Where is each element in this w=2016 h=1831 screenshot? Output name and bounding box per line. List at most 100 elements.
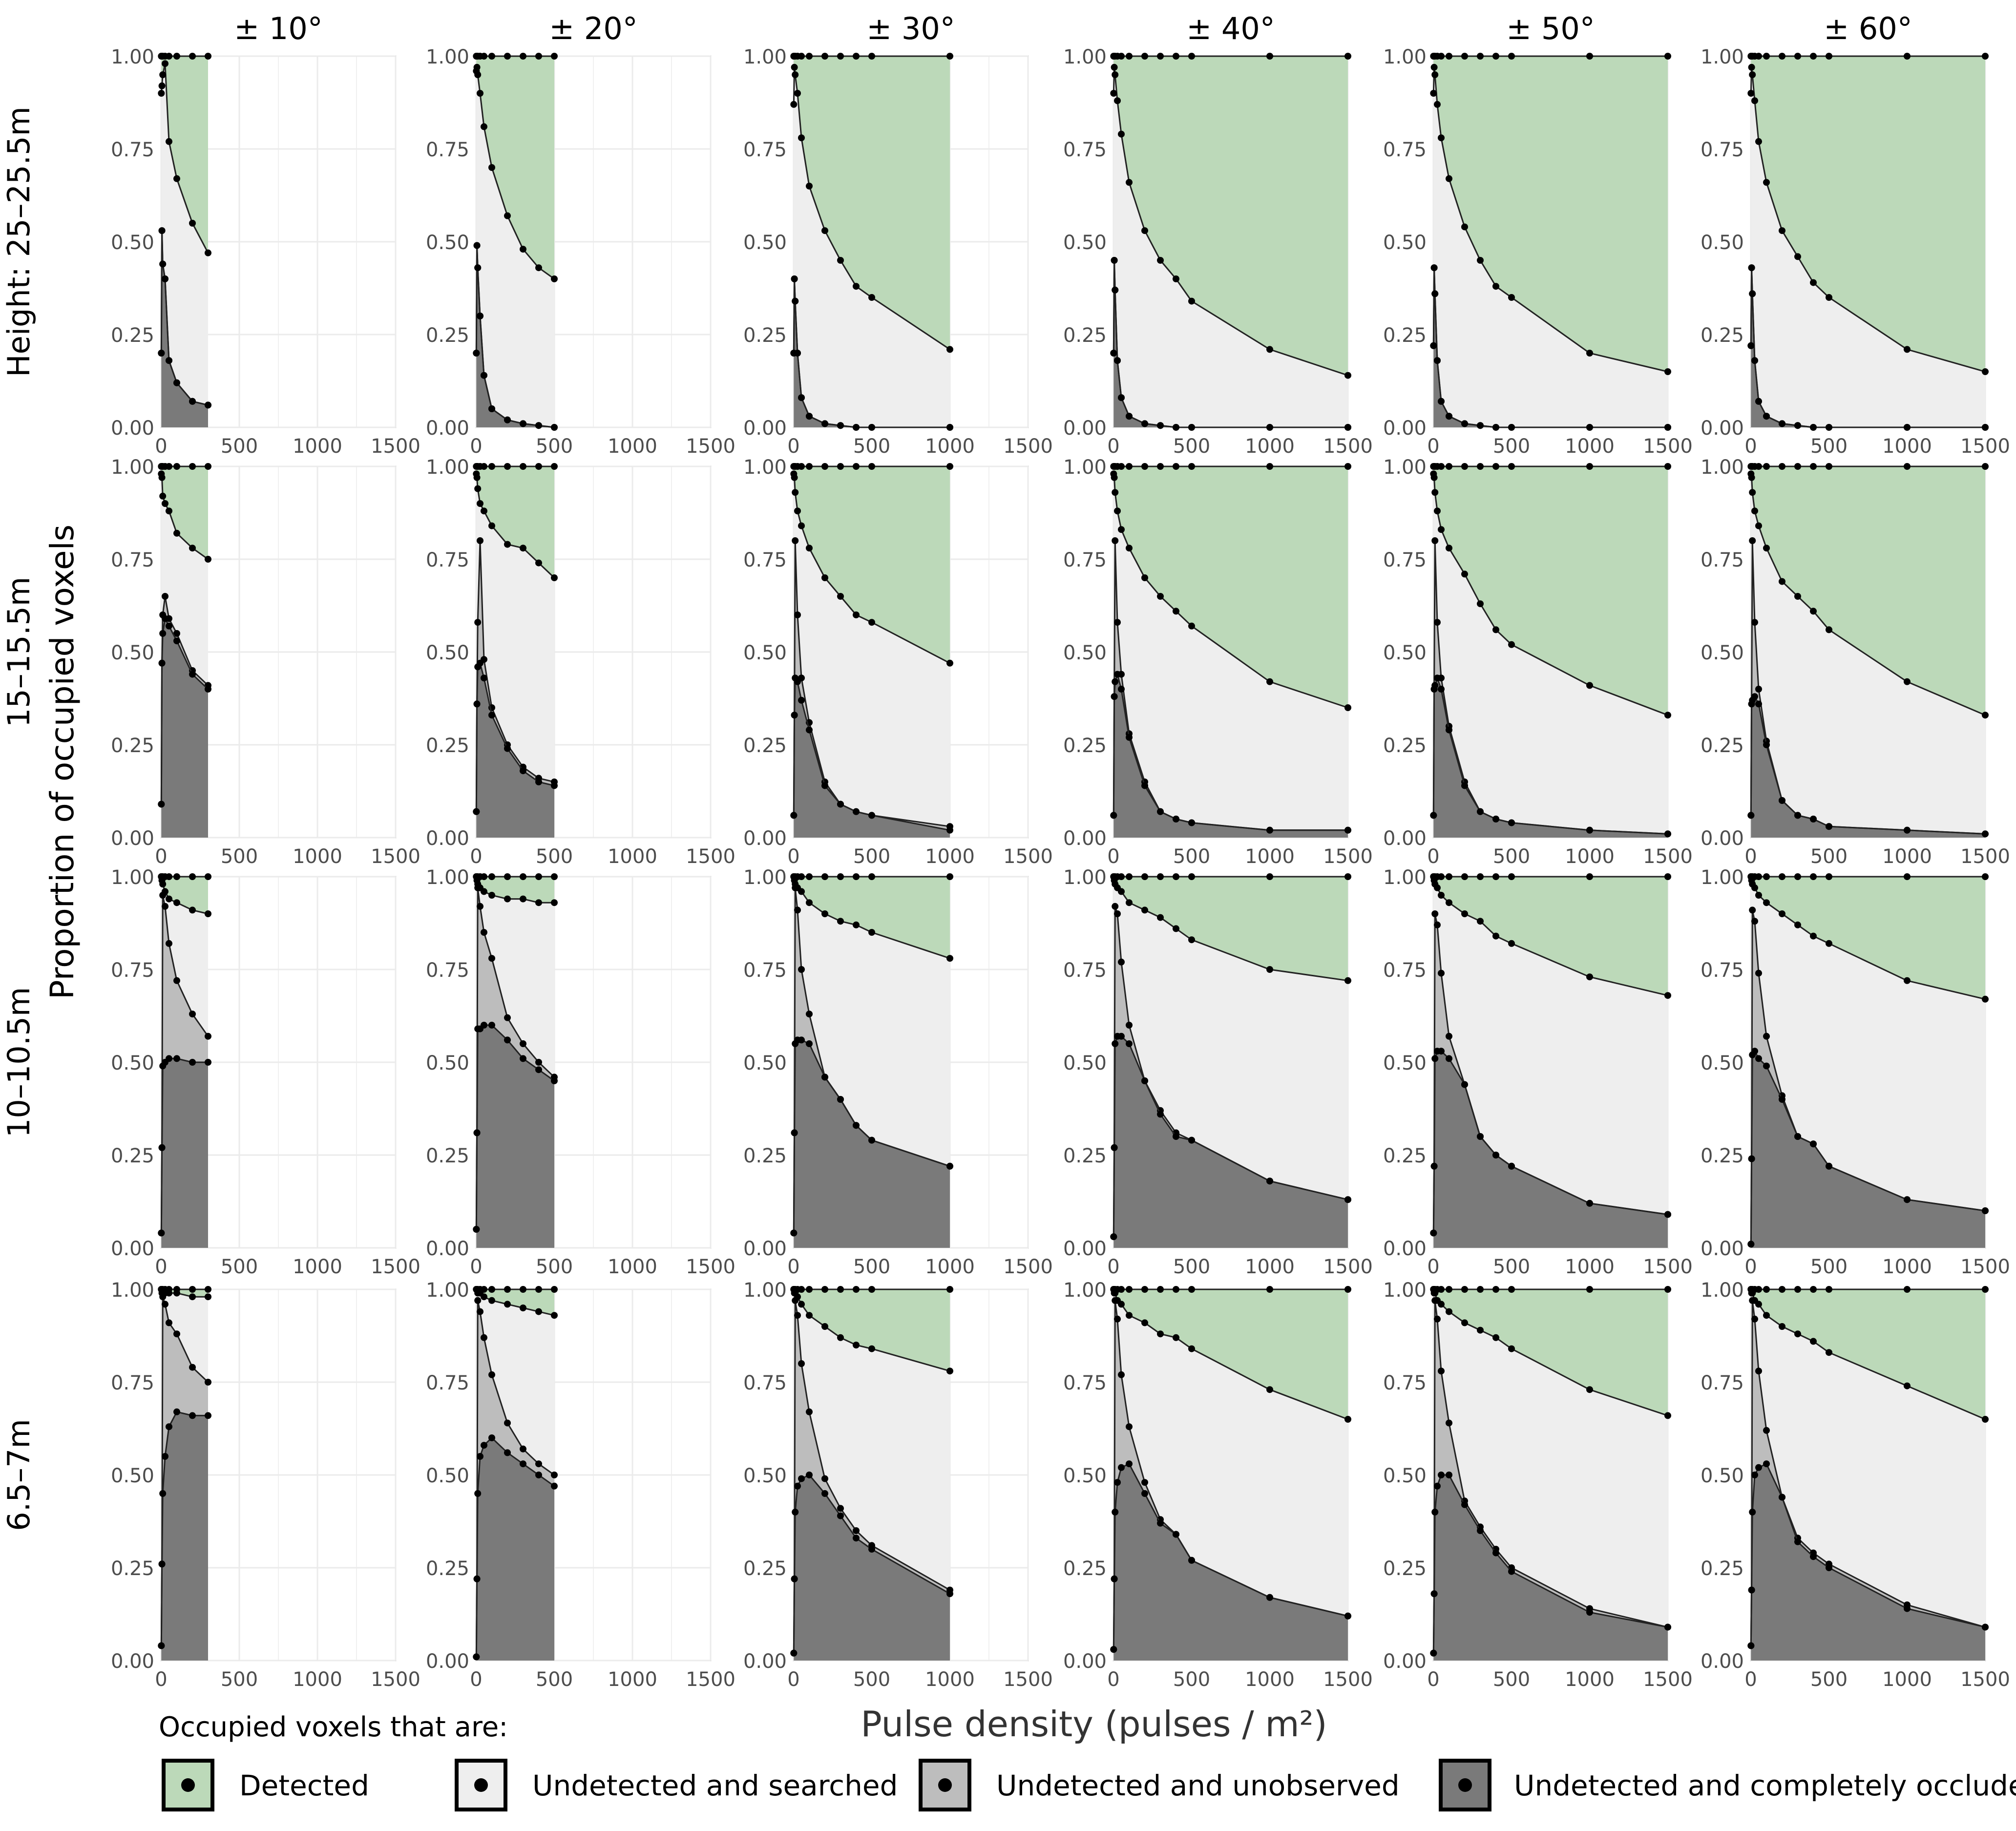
area-undetected-searched [1113,1289,1348,1650]
series-total-point [1438,53,1445,60]
series-occluded-boundary-point [205,1412,211,1419]
series-occluded-boundary-point [1755,700,1762,708]
series-occluded-boundary-point [504,1036,511,1044]
series-occluded-boundary-point [1755,1464,1762,1471]
x-tick-label: 1000 [608,1668,657,1691]
series-total-point [1904,53,1911,60]
series-searched-boundary-point [794,611,801,618]
x-tick-label: 1500 [1323,435,1373,458]
series-occluded-boundary-point [1747,342,1755,349]
series-detected-boundary-point [791,63,798,71]
series-detected-boundary-point [488,1297,495,1304]
area-undetected-searched [476,1289,554,1657]
series-occluded-boundary-point [158,800,165,808]
y-tick-label: 0.25 [111,324,154,347]
series-total-point [1508,873,1515,880]
series-occluded-boundary-point [535,1472,542,1478]
series-detected-boundary-point [159,881,167,888]
x-tick-label: 500 [536,845,573,868]
series-occluded-boundary-point [473,1653,480,1661]
series-occluded-boundary-point [1446,726,1452,734]
series-searched-boundary-point [798,966,805,973]
series-occluded-boundary-point [790,1649,798,1657]
series-occluded-boundary-line [1113,1035,1348,1237]
series-total-point [488,873,495,880]
x-tick-label: 0 [1427,1668,1439,1691]
y-tick-label: 0.25 [743,324,787,347]
y-tick-label: 0.50 [1383,642,1427,664]
x-tick-label: 0 [1427,435,1439,458]
series-occluded-boundary-point [946,1162,953,1170]
series-total-point [1266,873,1273,880]
series-detected-boundary-point [1266,678,1273,685]
series-total-point [837,1286,844,1293]
series-occluded-boundary-point [1110,1646,1117,1653]
series-total-point [205,53,211,60]
series-detected-boundary-point [1794,593,1801,600]
series-detected-boundary-point [474,485,482,492]
series-total-point [1810,1286,1817,1293]
series-searched-boundary-point [1434,1315,1441,1323]
series-occluded-boundary-point [1982,424,1989,431]
y-tick-label: 0.25 [1063,735,1107,757]
series-occluded-boundary-point [1461,1081,1468,1088]
area-detected [1751,1289,1985,1419]
y-tick-label: 0.50 [111,642,154,664]
series-searched-boundary-point [535,1059,542,1066]
series-searched-boundary-point [504,1014,511,1021]
area-undetected-occluded [1751,1051,1985,1248]
series-searched-boundary-point [551,1472,558,1478]
area-detected [1751,466,1985,716]
series-occluded-boundary-point [837,422,844,429]
series-occluded-boundary-point [1438,1472,1445,1478]
y-tick-label: 0.50 [1063,232,1107,254]
area-detected [161,56,208,253]
series-occluded-boundary-point [821,1073,828,1081]
series-total-point [1118,53,1125,60]
area-detected [161,877,208,914]
series-searched-boundary-point [1112,537,1119,544]
y-tick-label: 0.75 [1701,549,1744,571]
series-occluded-boundary-point [205,401,211,409]
series-searched-boundary-point [159,1293,167,1301]
series-occluded-boundary-point [1431,290,1439,297]
y-tick-label: 0.25 [1383,735,1427,757]
series-occluded-boundary-point [162,1453,168,1460]
series-occluded-boundary-point [1826,1564,1832,1571]
series-total-point [504,873,511,880]
series-total-point [1446,873,1452,880]
series-occluded-boundary-point [1477,1133,1484,1140]
legend-dot-detected [181,1778,195,1792]
series-detected-boundary-point [1749,1289,1756,1297]
series-detected-boundary-point [946,955,953,962]
series-searched-boundary-point [166,1319,172,1326]
area-undetected-searched [476,877,554,1229]
series-occluded-boundary-point [473,808,480,815]
series-total-point [1126,463,1133,470]
series-occluded-boundary-point [1508,424,1515,431]
series-total-point [1904,873,1911,880]
series-occluded-boundary-point [1112,1509,1119,1515]
series-detected-boundary-point [477,500,483,507]
series-occluded-boundary-point [189,1059,196,1066]
area-detected [1433,1289,1668,1416]
panel-3-2: 0.00 0.25 0.50 0.75 1.00 0 500 1000 1500 [426,866,735,1278]
series-total-point [1344,53,1351,60]
series-occluded-boundary-point [1126,1460,1133,1468]
series-total-point [551,1286,558,1293]
series-detected-boundary-line [475,473,555,579]
series-occluded-boundary-point [1430,812,1437,819]
series-occluded-boundary-point [481,674,487,682]
series-occluded-boundary-point [1446,1472,1452,1478]
panel-1-6: 0.00 0.25 0.50 0.75 1.00 0 500 1000 1500 [1701,46,2010,458]
series-detected-boundary-point [205,249,211,256]
series-detected-boundary-point [158,474,166,481]
series-detected-boundary-point [853,611,860,618]
series-detected-boundary-point [1173,1334,1179,1341]
series-occluded-boundary-point [853,808,860,815]
series-detected-boundary-point [1810,932,1817,940]
y-tick-label: 0.00 [743,1238,787,1260]
series-occluded-boundary-point [1126,413,1133,420]
series-total-point [853,53,860,60]
